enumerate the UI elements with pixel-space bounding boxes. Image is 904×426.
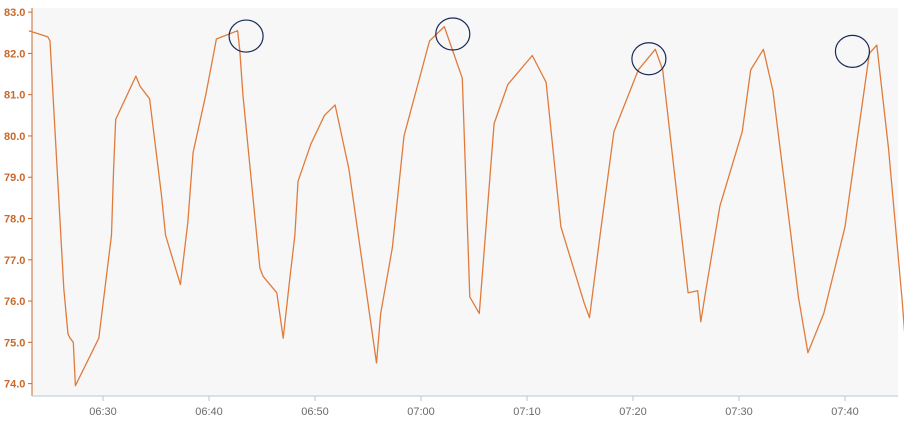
x-tick-label: 06:40 [195,406,223,418]
y-tick-label: 75.0 [4,337,25,349]
peak-highlight-circle [228,19,264,53]
x-tick-label: 07:10 [513,406,541,418]
y-tick-label: 79.0 [4,172,25,184]
peak-highlight-circle [834,34,871,68]
y-tick-label: 74.0 [4,379,25,391]
y-tick-label: 76.0 [4,296,25,308]
y-tick-label: 83.0 [4,7,25,19]
x-tick-label: 07:30 [725,406,753,418]
x-tick-label: 07:40 [831,406,859,418]
x-axis-ticks: 06:30 06:40 06:50 07:00 07:10 07:20 07:30 07:40 [89,396,859,418]
x-tick-label: 06:30 [89,406,117,418]
y-axis-ticks: 74.0 75.0 76.0 77.0 78.0 79.0 80.0 81.0 82.0 83.0 [4,7,32,391]
series-layer [28,25,904,387]
plot-area [32,8,898,396]
peak-highlight-circle [435,17,471,51]
y-tick-label: 82.0 [4,48,25,60]
x-tick-label: 07:00 [407,406,435,418]
series-line-temperature [28,25,904,387]
y-tick-label: 81.0 [4,90,25,102]
x-tick-label: 07:20 [619,406,647,418]
y-tick-label: 80.0 [4,131,25,143]
y-tick-label: 78.0 [4,214,25,226]
highlight-circles [228,17,871,76]
x-tick-label: 06:50 [301,406,329,418]
y-tick-label: 77.0 [4,255,25,267]
peak-highlight-circle [631,42,667,76]
